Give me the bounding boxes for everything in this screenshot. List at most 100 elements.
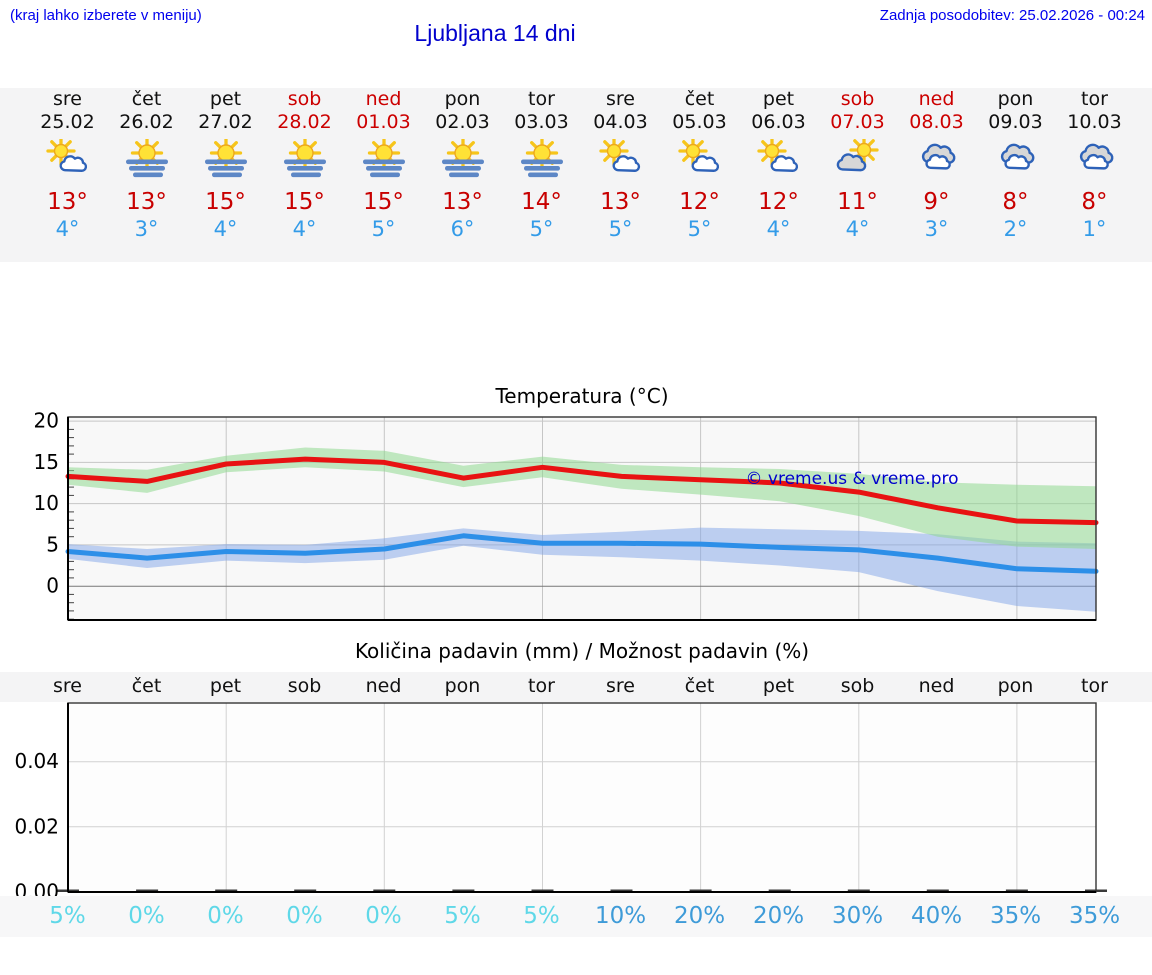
weather-icon-wrap xyxy=(439,136,487,181)
cloudy-icon xyxy=(1079,143,1113,170)
svg-text:0.04: 0.04 xyxy=(14,749,59,773)
precip-probability-value: 30% xyxy=(831,903,884,929)
weather-icon-wrap xyxy=(518,136,566,181)
day-column: čet 26.02 13° 3° xyxy=(107,88,186,262)
weather-icon-wrap xyxy=(676,136,724,181)
precip-probability-value: 5% xyxy=(444,903,481,929)
day-name: čet xyxy=(684,88,715,110)
svg-text:20: 20 xyxy=(34,409,59,433)
day-column: sob 28.02 15° 4° xyxy=(265,88,344,262)
sun-cloud-icon xyxy=(756,136,798,172)
precip-probability-value: 20% xyxy=(752,903,805,929)
day-name: tor xyxy=(1081,88,1108,110)
sun-fog-icon xyxy=(204,136,247,178)
precip-day-label: tor xyxy=(528,675,555,697)
precipitation-chart: 0.000.020.04 xyxy=(14,702,1107,898)
day-name: pon xyxy=(997,88,1034,110)
day-name: pet xyxy=(762,88,795,110)
svg-text:5: 5 xyxy=(46,532,59,556)
weather-icon-wrap xyxy=(202,136,250,181)
low-temperature: 5° xyxy=(687,217,712,241)
day-name: pon xyxy=(444,88,481,110)
low-temperature: 2° xyxy=(1003,217,1028,241)
weather-icon-wrap xyxy=(834,135,882,181)
day-name: ned xyxy=(365,88,402,110)
precip-day-label: pet xyxy=(209,675,242,697)
precip-probability-value: 5% xyxy=(49,903,86,929)
low-temperature: 4° xyxy=(292,217,317,241)
svg-text:0: 0 xyxy=(46,574,59,598)
day-name: sob xyxy=(840,88,875,110)
day-date: 27.02 xyxy=(198,111,253,133)
precip-day-label: sre xyxy=(53,675,82,697)
weather-icon-wrap xyxy=(597,136,645,181)
weather-icon-wrap xyxy=(281,136,329,181)
svg-text:10: 10 xyxy=(34,491,59,515)
day-date: 04.03 xyxy=(593,111,648,133)
precip-day-label: pon xyxy=(444,675,481,697)
day-date: 09.03 xyxy=(988,111,1043,133)
svg-text:15: 15 xyxy=(34,450,59,474)
precip-day-label: sob xyxy=(287,675,322,697)
day-column: tor 10.03 8° 1° xyxy=(1055,88,1134,262)
temperature-chart-title: Temperatura (°C) xyxy=(495,384,669,408)
precip-day-label: tor xyxy=(1081,675,1108,697)
precip-day-label: čet xyxy=(131,675,162,697)
high-temperature: 12° xyxy=(758,189,799,215)
day-date: 02.03 xyxy=(435,111,490,133)
weather-icon-wrap xyxy=(360,136,408,181)
cloudy-icon xyxy=(1000,143,1034,170)
high-temperature: 9° xyxy=(923,189,950,215)
sun-fog-icon xyxy=(520,136,563,178)
watermark-link[interactable]: © vreme.us & vreme.pro xyxy=(745,469,959,489)
high-temperature: 8° xyxy=(1002,189,1029,215)
day-date: 06.03 xyxy=(751,111,806,133)
day-column: sob 07.03 11° 4° xyxy=(818,88,897,262)
precip-day-label: sre xyxy=(606,675,635,697)
precip-day-labels: sre čet pet sob ned pon tor sre čet pet sob ned pon t… xyxy=(28,672,1134,702)
day-column: pon 09.03 8° 2° xyxy=(976,88,1055,262)
day-column: ned 01.03 15° 5° xyxy=(344,88,423,262)
weather-icon-wrap xyxy=(755,136,803,181)
sun-graycloud-icon xyxy=(836,135,879,172)
low-temperature: 4° xyxy=(845,217,870,241)
day-name: sre xyxy=(606,88,635,110)
day-date: 07.03 xyxy=(830,111,885,133)
low-temperature: 5° xyxy=(608,217,633,241)
day-name: sob xyxy=(287,88,322,110)
high-temperature: 15° xyxy=(363,189,404,215)
low-temperature: 5° xyxy=(371,217,396,241)
weather-icon-wrap xyxy=(913,139,961,181)
location-hint: (kraj lahko izberete v meniju) xyxy=(10,7,202,24)
precip-probability-value: 40% xyxy=(910,903,963,929)
high-temperature: 13° xyxy=(126,189,167,215)
high-temperature: 14° xyxy=(521,189,562,215)
sun-cloud-icon xyxy=(677,136,719,172)
day-name: ned xyxy=(918,88,955,110)
precip-probability-value: 0% xyxy=(128,903,165,929)
weather-icon-wrap xyxy=(123,136,171,181)
high-temperature: 13° xyxy=(600,189,641,215)
low-temperature: 3° xyxy=(134,217,159,241)
day-column: pet 27.02 15° 4° xyxy=(186,88,265,262)
precip-day-label: ned xyxy=(918,675,955,697)
day-date: 03.03 xyxy=(514,111,569,133)
precip-probability-value: 35% xyxy=(989,903,1042,929)
high-temperature: 13° xyxy=(47,189,88,215)
day-date: 10.03 xyxy=(1067,111,1122,133)
high-temperature: 12° xyxy=(679,189,720,215)
low-temperature: 6° xyxy=(450,217,475,241)
temperature-chart: 0 5 10 15 20 xyxy=(34,409,1099,621)
precip-probability-value: 10% xyxy=(594,903,647,929)
low-temperature: 4° xyxy=(55,217,80,241)
sun-fog-icon xyxy=(283,136,326,178)
precip-day-label-strip: sre čet pet sob ned pon tor sre čet pet sob ned pon t… xyxy=(0,672,1152,702)
sun-fog-icon xyxy=(125,136,168,178)
precip-probability-value: 20% xyxy=(673,903,726,929)
precip-day-label: pet xyxy=(762,675,795,697)
high-temperature: 15° xyxy=(205,189,246,215)
day-date: 01.03 xyxy=(356,111,411,133)
day-date: 08.03 xyxy=(909,111,964,133)
weather-icon-wrap xyxy=(1071,139,1119,181)
day-name: čet xyxy=(131,88,162,110)
